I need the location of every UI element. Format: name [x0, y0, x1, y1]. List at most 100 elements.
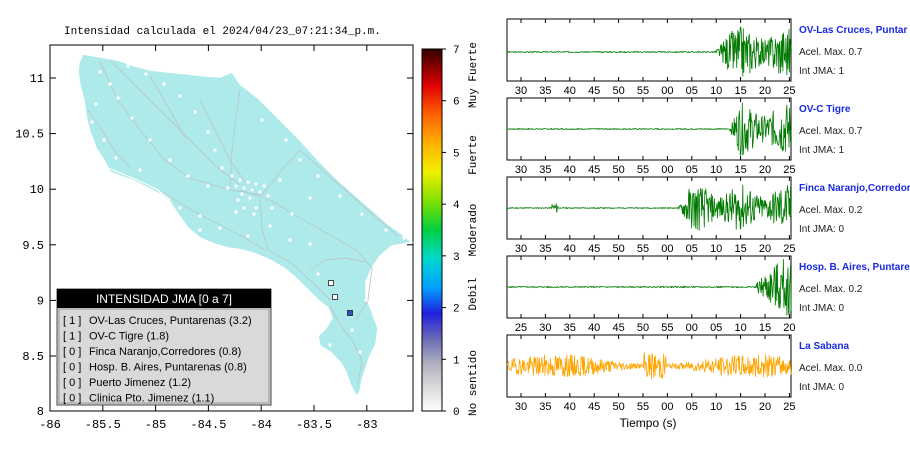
waveform-tick-label: 10 [710, 401, 722, 413]
town-dot [298, 158, 302, 162]
town-dot [234, 184, 238, 188]
town-dot [242, 186, 246, 190]
town-dot [246, 180, 250, 184]
colorbar-category-label: Fuerte [468, 135, 480, 175]
town-markers [90, 64, 406, 366]
town-dot [218, 226, 222, 230]
town-dot [94, 102, 98, 106]
town-dot [213, 148, 217, 152]
map-y-tick-label: 9 [37, 294, 44, 308]
colorbar-category-label: Moderado [468, 204, 480, 257]
legend-item-jma: [ 0 ] [63, 362, 81, 374]
waveform-tick-label: 00 [661, 243, 673, 255]
town-dot [236, 198, 240, 202]
colorbar-category-label: Debil [468, 277, 480, 310]
colorbar-tick-label: 5 [453, 148, 460, 160]
waveform-tick-label: 00 [661, 85, 673, 97]
waveform-trace [506, 26, 792, 77]
acel-max-label: Acel. Max. 0.0 [799, 363, 863, 374]
colorbar-ticks: 0 1 2 3 4 5 6 7 [442, 45, 460, 419]
waveform-tick-label: 35 [539, 164, 551, 176]
x-axis-label: Tiempo (s) [620, 416, 677, 430]
map-x-tick-label: -84 [250, 418, 272, 432]
town-dot [338, 362, 342, 366]
waveform-tick-label: 55 [661, 322, 673, 334]
waveform-tick-label: 25 [783, 243, 795, 255]
waveform-tick-label: 20 [783, 322, 795, 334]
waveform-tick-label: 45 [588, 401, 600, 413]
jma-intensity-label: Int JMA: 0 [799, 382, 844, 393]
town-dot [230, 174, 234, 178]
town-dot [226, 186, 230, 190]
station-name: OV-Las Cruces, Puntar [799, 25, 907, 36]
town-dot [384, 228, 388, 232]
town-dot [158, 194, 162, 198]
town-dot [193, 110, 197, 114]
colorbar-tick-label: 6 [453, 97, 460, 109]
town-dot [102, 138, 106, 142]
acel-max-label: Acel. Max. 0.2 [799, 284, 863, 295]
colorbar-categories: No sentido Debil Moderado Fuerte Muy Fuerte [468, 42, 480, 416]
map-y-tick-label: 8 [37, 405, 44, 419]
town-dot [316, 272, 320, 276]
town-dot [240, 192, 244, 196]
town-dot [290, 212, 294, 216]
station-name: OV-C Tigre [799, 104, 851, 115]
town-dot [284, 138, 288, 142]
acel-max-label: Acel. Max. 0.7 [799, 126, 863, 137]
town-dot [270, 206, 274, 210]
town-dot [268, 224, 272, 228]
road-line [239, 189, 373, 321]
road-line [329, 304, 363, 386]
intensity-legend: INTENSIDAD JMA [0 a 7] [ 1 ] OV-Las Cruce… [56, 288, 272, 406]
waveform-tick-label: 00 [686, 322, 698, 334]
waveform-tick-label: 10 [710, 164, 722, 176]
waveform-tick-label: 35 [539, 401, 551, 413]
map-title: Intensidad calculada el 2024/04/23_07:21… [64, 26, 381, 38]
jma-intensity-label: Int JMA: 1 [799, 66, 844, 77]
waveform-tick-label: 20 [759, 85, 771, 97]
waveform-trace [506, 259, 792, 316]
colorbar-category-label: No sentido [468, 350, 480, 416]
waveform-frame [506, 18, 792, 82]
map-x-tick-label: -83.5 [296, 418, 332, 432]
station-name: Finca Naranjo,Corredor [799, 183, 910, 194]
waveform-tick-label: 55 [637, 164, 649, 176]
waveform-tick-label: 35 [539, 85, 551, 97]
station-name: Hosp. B. Aires, Puntare [799, 262, 910, 273]
town-dot [328, 343, 332, 347]
waveform-tick-label: 20 [759, 164, 771, 176]
town-dot [206, 130, 210, 134]
town-dot [150, 196, 154, 200]
road-line [149, 75, 186, 139]
town-dot [90, 120, 94, 124]
town-dot [372, 266, 376, 270]
road-line [199, 99, 246, 183]
waveform-tick-label: 20 [759, 401, 771, 413]
map-x-tick-label: -83 [356, 418, 378, 432]
town-dot [308, 196, 312, 200]
waveform-trace [506, 352, 792, 380]
map-x-tick-label: -86 [39, 418, 61, 432]
town-dot [316, 174, 320, 178]
town-dot [108, 82, 112, 86]
waveform-tick-label: 40 [564, 85, 576, 97]
waveform-tick-label: 55 [637, 243, 649, 255]
waveform-panel: 30 35 40 45 50 55 00 05 10 15 20 25 La Sabana Acel. M… [506, 334, 863, 413]
town-dot [296, 288, 300, 292]
town-dot [308, 242, 312, 246]
map-y-tick-label: 11 [30, 72, 44, 86]
town-dot [206, 184, 210, 188]
legend-item-jma: [ 0 ] [63, 393, 81, 405]
waveform-panel: 30 35 40 45 50 55 00 05 10 15 20 25 Finca Naranjo,Co… [506, 176, 910, 255]
waveform-tick-label: 15 [734, 85, 746, 97]
waveform-tick-label: 05 [686, 164, 698, 176]
waveform-tick-label: 10 [734, 322, 746, 334]
colorbar-tick-label: 2 [453, 304, 460, 316]
waveform-tick-label: 40 [588, 322, 600, 334]
waveform-tick-label: 05 [686, 85, 698, 97]
colorbar-tick-label: 0 [453, 407, 460, 419]
road-line [229, 89, 241, 191]
town-dot [358, 350, 362, 354]
town-dot [114, 156, 118, 160]
